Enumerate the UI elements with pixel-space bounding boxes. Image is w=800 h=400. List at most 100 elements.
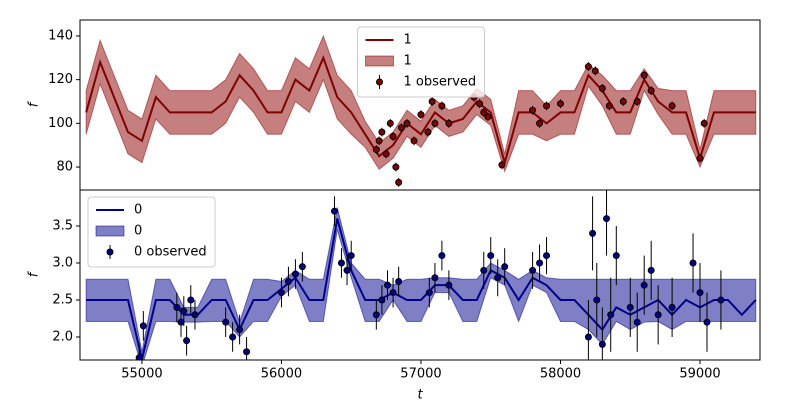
observed-point [668,102,676,110]
observed-point [438,102,446,110]
y-tick-label: 100 [48,116,73,131]
x-tick-label: 57000 [400,367,441,382]
observed-point [410,137,418,145]
observed-point [236,326,244,334]
observed-point [431,119,439,127]
observed-point [703,318,711,326]
observed-point [591,67,599,75]
legend-marker [106,248,114,256]
y-tick-label: 140 [48,28,73,43]
axes-frame [79,189,761,361]
y-tick-label: 120 [48,72,73,87]
observed-point [347,252,355,260]
x-axis-label: t [417,388,423,400]
observed-point [139,322,147,330]
x-tick-label: 58000 [540,367,581,382]
observed-point [375,137,383,145]
observed-point [536,119,544,127]
observed-point [584,63,592,71]
observed-point [395,178,403,186]
observed-point [498,161,506,169]
plot-area [85,34,757,187]
observed-point [494,274,502,282]
observed-point [647,87,655,95]
observed-point [605,102,613,110]
observed-point [633,98,641,106]
observed-point [403,119,411,127]
observed-point [717,296,725,304]
observed-point [135,354,143,360]
observed-point [389,289,397,297]
observed-point [607,311,615,319]
observed-point [424,128,432,136]
observed-point [633,318,641,326]
observed-point [173,303,181,311]
observed-point [640,71,648,79]
observed-point [222,318,230,326]
observed-point [696,289,704,297]
observed-point [425,289,433,297]
observed-point [330,207,338,215]
y-axis-label: f [27,100,42,107]
observed-point [640,281,648,289]
observed-point [626,303,634,311]
observed-point [438,252,446,260]
legend-box [87,196,216,268]
legend-patch [95,225,125,237]
observed-point [668,303,676,311]
observed-point [343,266,351,274]
observed-point [529,266,537,274]
observed-point [445,281,453,289]
observed-point [480,266,488,274]
y-tick-label: 2.5 [52,292,73,307]
observed-point [372,146,380,154]
observed-point [696,154,704,162]
observed-point [647,266,655,274]
observed-point [593,296,601,304]
y-tick-label: 3.5 [52,218,73,233]
mean-line [85,55,756,167]
observed-point [417,111,425,119]
observed-point [378,296,386,304]
observed-point [700,119,708,127]
observed-point [382,150,390,158]
observed-point [689,259,697,267]
observed-point [603,215,611,223]
observed-point [584,333,592,341]
observed-point [291,270,299,278]
observed-point [191,311,199,319]
observed-point [501,263,509,271]
observed-point [392,163,400,171]
x-tick-label: 56000 [261,367,302,382]
observed-point [480,108,488,116]
observed-point [284,277,292,285]
y-tick-label: 80 [56,160,73,175]
observed-point [177,318,185,326]
legend-label: 0 [134,224,142,239]
observed-point [598,340,606,348]
legend-marker [376,78,383,86]
observed-point [556,100,564,108]
x-tick-label: 59000 [679,367,720,382]
legend-patch [365,55,394,67]
legend-label: 1 [404,54,412,69]
observed-point [298,263,306,271]
observed-point [243,348,251,356]
observed-point [397,124,405,132]
observed-point [484,113,492,121]
observed-point [378,128,386,136]
y-axis-label: f [27,270,42,277]
observed-point [487,252,495,260]
observed-point [187,296,195,304]
observed-point [619,98,627,106]
observed-point [543,252,551,260]
observed-point [337,259,345,267]
observed-point [277,289,285,297]
y-tick-label: 2.0 [52,329,73,344]
observed-point [386,119,394,127]
observed-point [598,84,606,92]
legend-label: 1 observed [404,75,477,90]
observed-point [383,281,391,289]
observed-point [654,311,662,319]
